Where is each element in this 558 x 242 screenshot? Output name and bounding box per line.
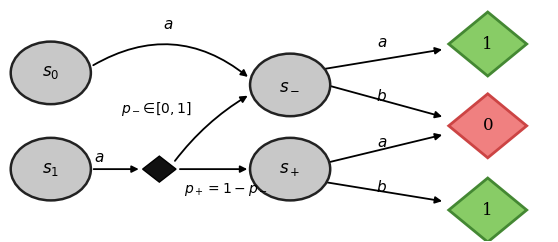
Text: $s_+$: $s_+$	[280, 161, 301, 178]
Text: 1: 1	[483, 36, 493, 53]
Text: $a$: $a$	[377, 136, 387, 150]
Text: $p_+=1-p_-$: $p_+=1-p_-$	[184, 181, 268, 198]
Text: $p_-\!\in\![0,1]$: $p_-\!\in\![0,1]$	[121, 100, 192, 118]
Ellipse shape	[250, 138, 330, 200]
Text: $a$: $a$	[94, 151, 104, 165]
Polygon shape	[143, 156, 176, 182]
Ellipse shape	[11, 42, 91, 104]
FancyArrowPatch shape	[175, 97, 246, 161]
Text: 0: 0	[483, 117, 493, 134]
Text: $s_-$: $s_-$	[280, 76, 301, 93]
FancyArrowPatch shape	[329, 86, 440, 117]
FancyArrowPatch shape	[94, 166, 137, 172]
FancyArrowPatch shape	[325, 48, 440, 69]
Polygon shape	[449, 94, 527, 158]
Ellipse shape	[11, 138, 91, 200]
Text: $a$: $a$	[377, 36, 387, 50]
Text: $b$: $b$	[377, 88, 387, 104]
FancyArrowPatch shape	[325, 182, 440, 203]
Text: 1: 1	[483, 202, 493, 219]
Text: $b$: $b$	[377, 179, 387, 195]
FancyArrowPatch shape	[329, 134, 440, 162]
Ellipse shape	[250, 54, 330, 116]
FancyArrowPatch shape	[93, 44, 246, 76]
Polygon shape	[449, 178, 527, 242]
Text: $a$: $a$	[162, 18, 173, 32]
FancyArrowPatch shape	[180, 166, 246, 172]
Text: $s_0$: $s_0$	[42, 64, 59, 81]
Text: $s_1$: $s_1$	[42, 161, 59, 178]
Polygon shape	[449, 12, 527, 76]
